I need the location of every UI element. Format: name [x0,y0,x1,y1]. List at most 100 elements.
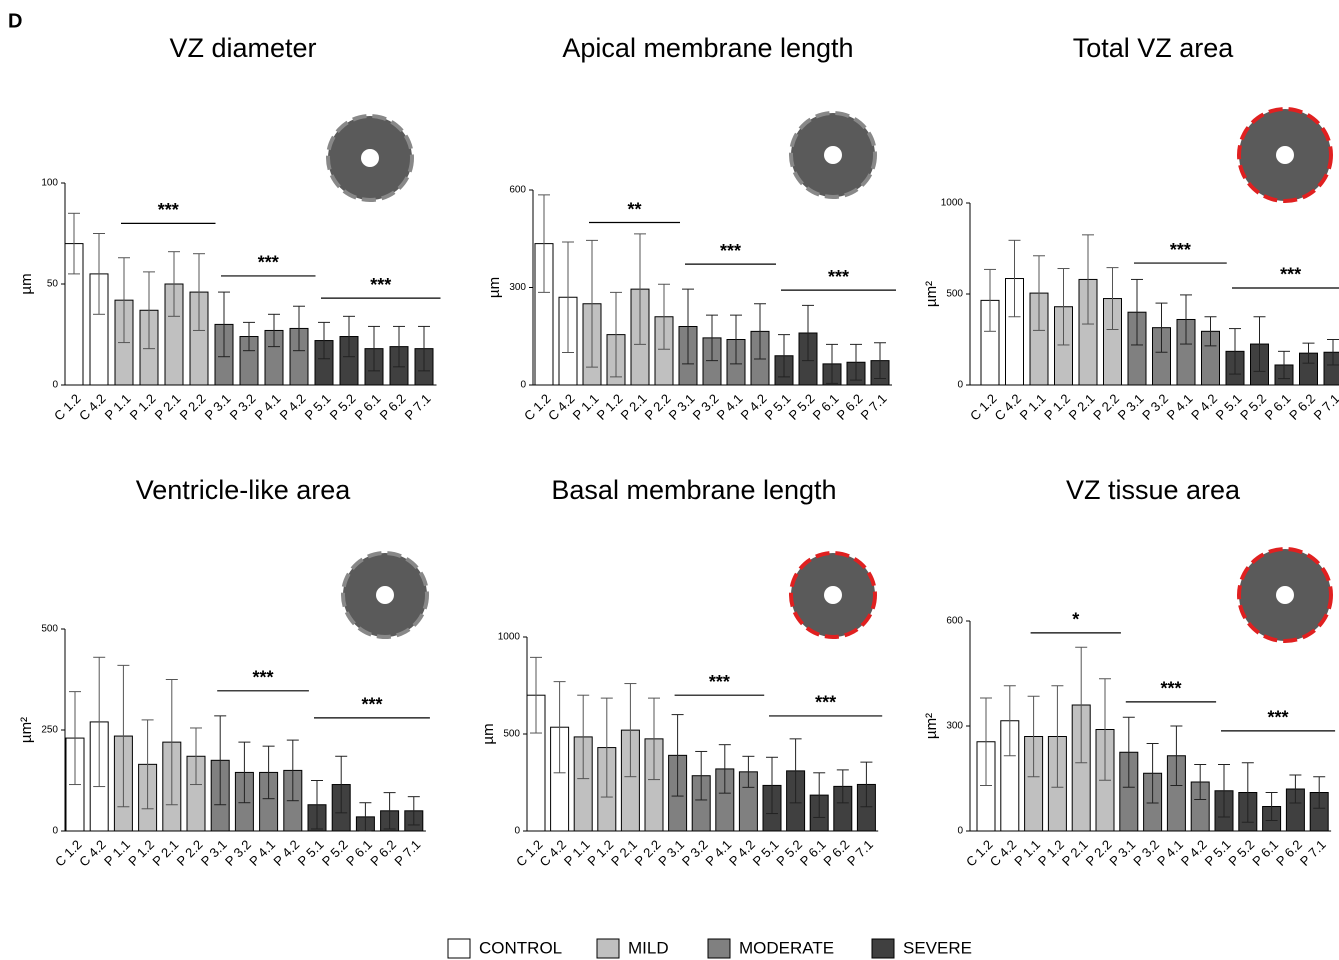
y-tick-label: 0 [514,826,520,837]
x-tick-label: P 4.1 [714,391,746,423]
x-tick-label: P 7.1 [1297,837,1329,869]
significance-label: *** [1160,679,1181,699]
y-tick-label: 250 [41,725,58,736]
y-tick-label: 500 [946,289,963,300]
y-tick-label: 600 [509,185,526,196]
x-tick-label: P 5.2 [773,837,805,869]
x-tick-label: P 6.2 [367,837,399,869]
x-tick-label: P 4.2 [1188,391,1220,423]
x-tick-label: C 4.2 [537,837,570,870]
x-tick-label: P 3.1 [198,837,230,869]
y-tick-label: 300 [509,282,526,293]
x-tick-label: P 3.2 [679,837,711,869]
significance-label: *** [158,200,179,220]
chart-title: Basal membrane length [551,475,836,505]
x-tick-label: P 7.1 [391,837,423,869]
y-axis-label: µm [486,277,503,298]
chart-title: VZ diameter [169,33,316,63]
x-tick-label: C 4.2 [545,391,578,424]
significance-label: *** [258,253,279,273]
x-tick-label: P 2.1 [152,391,184,423]
icon-lumen [824,586,842,604]
x-tick-label: P 4.2 [277,391,309,423]
significance-label: *** [1268,708,1289,728]
y-tick-label: 100 [41,178,58,189]
y-tick-label: 0 [957,380,963,391]
x-tick-label: P 4.1 [1154,837,1186,869]
x-tick-label: P 5.2 [786,391,818,423]
legend-label: SEVERE [903,938,972,957]
x-tick-label: P 5.2 [319,837,351,869]
x-tick-label: P 6.2 [1273,837,1305,869]
x-tick-label: P 6.2 [820,837,852,869]
legend-label: CONTROL [479,938,562,957]
legend-label: MODERATE [739,938,834,957]
icon-lumen [1276,586,1294,604]
x-tick-label: P 4.1 [1164,391,1196,423]
x-tick-label: P 6.1 [810,391,842,423]
significance-label: *** [709,672,730,692]
x-tick-label: P 2.2 [1090,391,1122,423]
x-tick-label: P 4.2 [726,837,758,869]
x-tick-label: P 5.1 [750,837,782,869]
y-tick-label: 0 [520,380,526,391]
x-tick-label: P 3.2 [1130,837,1162,869]
legend-swatch [872,939,894,958]
x-tick-label: P 1.2 [584,837,616,869]
x-tick-label: P 3.1 [1115,391,1147,423]
significance-label: *** [720,241,741,261]
x-tick-label: P 5.2 [1225,837,1257,869]
y-tick-label: 500 [503,729,520,740]
x-tick-label: P 5.1 [1213,391,1245,423]
x-tick-label: C 4.2 [76,837,109,870]
x-tick-label: P 6.1 [1262,391,1294,423]
icon-lumen [361,149,379,167]
legend-swatch [708,939,730,958]
icon-lumen [824,146,842,164]
x-tick-label: P 6.1 [1249,837,1281,869]
significance-label: *** [361,695,382,715]
x-tick-label: P 7.1 [844,837,876,869]
y-axis-label: µm² [923,281,940,307]
significance-label: *** [828,267,849,287]
x-tick-label: C 1.2 [51,391,84,424]
significance-label: *** [1170,240,1191,260]
y-tick-label: 0 [52,826,58,837]
y-axis-label: µm [18,273,35,294]
significance-label: *** [253,668,274,688]
x-tick-label: C 1.2 [513,837,546,870]
x-tick-label: P 2.1 [149,837,181,869]
significance-label: * [1072,610,1079,630]
y-tick-label: 1000 [941,198,964,209]
x-tick-label: P 5.1 [302,391,334,423]
x-tick-label: P 1.2 [1035,837,1067,869]
x-tick-label: C 4.2 [76,391,109,424]
x-tick-label: C 1.2 [52,837,85,870]
x-tick-label: C 4.2 [987,837,1020,870]
y-tick-label: 500 [41,624,58,635]
y-tick-label: 50 [47,279,59,290]
x-tick-label: C 1.2 [963,837,996,870]
x-tick-label: P 2.1 [1066,391,1098,423]
x-tick-label: P 1.1 [570,391,602,423]
x-tick-label: P 4.2 [738,391,770,423]
x-tick-label: P 7.1 [402,391,434,423]
x-tick-label: P 1.2 [594,391,626,423]
x-tick-label: P 6.1 [343,837,375,869]
legend-swatch [448,939,470,958]
y-tick-label: 1000 [498,632,521,643]
x-tick-label: P 2.2 [177,391,209,423]
x-tick-label: P 1.1 [102,391,134,423]
x-tick-label: P 5.1 [762,391,794,423]
x-tick-label: P 2.1 [1059,837,1091,869]
x-tick-label: C 1.2 [967,391,1000,424]
x-tick-label: P 2.1 [608,837,640,869]
x-tick-label: P 3.1 [655,837,687,869]
significance-label: *** [370,275,391,295]
x-tick-label: P 2.2 [642,391,674,423]
x-tick-label: P 6.2 [834,391,866,423]
legend-swatch [597,939,619,958]
x-tick-label: P 1.2 [125,837,157,869]
panel-label: D [8,10,22,32]
x-tick-label: P 4.1 [702,837,734,869]
